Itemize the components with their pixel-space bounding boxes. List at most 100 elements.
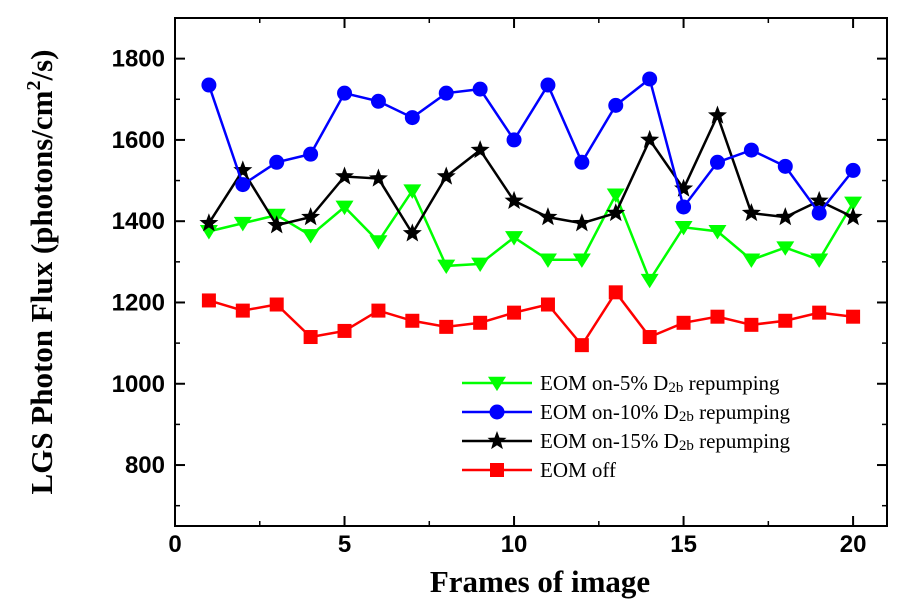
data-point bbox=[337, 85, 353, 101]
data-point bbox=[540, 297, 555, 312]
data-point bbox=[471, 257, 490, 272]
data-point bbox=[403, 184, 422, 199]
x-axis-title: Frames of image bbox=[430, 564, 650, 599]
data-point bbox=[507, 305, 522, 320]
data-point bbox=[436, 166, 456, 185]
data-point bbox=[574, 338, 589, 353]
data-point bbox=[744, 317, 759, 332]
data-point bbox=[470, 140, 490, 159]
data-point bbox=[572, 253, 591, 268]
data-point bbox=[640, 273, 659, 289]
series-layer bbox=[199, 71, 863, 353]
legend: EOM on-5% D2b repumping EOM on-10% D2b re… bbox=[462, 371, 791, 482]
data-point bbox=[405, 313, 420, 328]
data-point bbox=[538, 253, 557, 268]
x-tick-label: 0 bbox=[168, 531, 181, 558]
data-point bbox=[472, 81, 488, 97]
data-point bbox=[540, 77, 556, 93]
plot-frame bbox=[174, 17, 888, 527]
data-point bbox=[369, 235, 388, 250]
data-point bbox=[606, 188, 625, 203]
y-tick-label: 1800 bbox=[112, 46, 165, 73]
data-point bbox=[235, 303, 250, 318]
data-point bbox=[845, 162, 861, 178]
data-point bbox=[742, 253, 761, 268]
y-axis-title-tail: /s) bbox=[24, 50, 59, 82]
data-point bbox=[608, 285, 623, 300]
data-point bbox=[505, 231, 524, 246]
data-point bbox=[608, 97, 624, 113]
data-point bbox=[777, 158, 793, 174]
data-point bbox=[267, 215, 287, 234]
data-point bbox=[743, 142, 759, 158]
series-line bbox=[207, 112, 854, 236]
data-point bbox=[473, 315, 488, 330]
x-tick-label: 5 bbox=[338, 531, 351, 558]
series-triangle-down bbox=[199, 184, 863, 289]
data-point bbox=[233, 160, 253, 179]
data-point bbox=[707, 105, 727, 124]
data-point bbox=[335, 200, 354, 216]
y-tick-label: 1200 bbox=[112, 289, 165, 316]
x-tick-label: 10 bbox=[501, 531, 528, 558]
series-square bbox=[201, 285, 861, 353]
data-point bbox=[437, 259, 456, 275]
y-axis-title-main: LGS Photon Flux (photons/cm bbox=[24, 90, 59, 494]
y-tick-label: 800 bbox=[125, 452, 165, 479]
y-axis-title: LGS Photon Flux (photons/cm2/s) bbox=[23, 50, 59, 495]
data-point bbox=[201, 293, 216, 308]
legend-label: EOM on-5% D2b repumping bbox=[540, 371, 780, 396]
data-point bbox=[606, 203, 626, 222]
data-point bbox=[676, 199, 692, 215]
legend-marker bbox=[489, 404, 505, 420]
data-point bbox=[335, 166, 355, 185]
data-point bbox=[235, 177, 251, 193]
data-point bbox=[674, 220, 693, 236]
legend-label: EOM off bbox=[540, 458, 616, 482]
data-point bbox=[201, 77, 217, 93]
data-point bbox=[504, 190, 524, 209]
data-point bbox=[809, 190, 829, 209]
data-point bbox=[708, 225, 727, 240]
legend-marker bbox=[488, 376, 506, 392]
data-point bbox=[775, 207, 795, 226]
y-axis-title-sup: 2 bbox=[23, 81, 45, 91]
data-point bbox=[439, 319, 454, 334]
data-point bbox=[233, 216, 252, 232]
data-point bbox=[844, 196, 863, 212]
data-point bbox=[676, 315, 691, 330]
data-point bbox=[438, 85, 454, 101]
y-tick-label: 1000 bbox=[112, 371, 165, 398]
axis-ticks: 0 5 10 15 20 800 1000 1200 1400 1600 1800 bbox=[112, 17, 887, 558]
data-point bbox=[301, 207, 321, 226]
data-point bbox=[337, 323, 352, 338]
data-point bbox=[776, 241, 795, 256]
legend-label: EOM on-10% D2b repumping bbox=[540, 400, 791, 425]
data-point bbox=[404, 110, 420, 126]
y-tick-label: 1400 bbox=[112, 208, 165, 235]
x-tick-label: 15 bbox=[670, 531, 697, 558]
data-point bbox=[199, 213, 219, 232]
data-point bbox=[843, 207, 863, 226]
data-point bbox=[640, 129, 660, 149]
data-point bbox=[778, 313, 793, 328]
series-star bbox=[199, 105, 863, 242]
data-point bbox=[709, 154, 725, 170]
data-point bbox=[674, 178, 694, 197]
data-point bbox=[269, 297, 284, 312]
data-point bbox=[368, 168, 388, 187]
data-point bbox=[572, 213, 592, 232]
y-tick-label: 1600 bbox=[112, 127, 165, 154]
series-line bbox=[208, 188, 855, 283]
series-circle bbox=[201, 71, 861, 221]
data-point bbox=[269, 154, 285, 170]
data-point bbox=[538, 207, 558, 226]
data-point bbox=[810, 253, 829, 268]
legend-marker bbox=[490, 463, 504, 477]
data-point bbox=[303, 330, 318, 345]
x-tick-label: 20 bbox=[840, 531, 867, 558]
data-point bbox=[370, 93, 386, 109]
data-point bbox=[811, 205, 827, 221]
legend-marker bbox=[487, 431, 507, 450]
